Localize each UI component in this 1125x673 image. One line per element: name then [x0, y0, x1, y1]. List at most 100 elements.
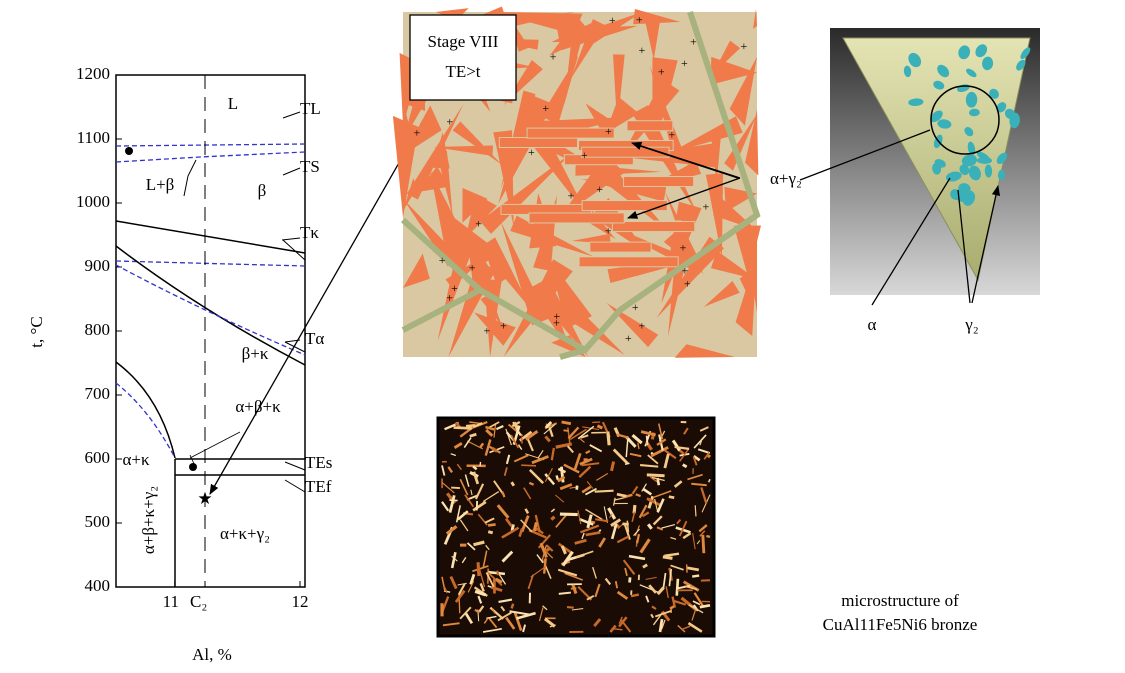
x-tick-label: 11: [163, 592, 179, 611]
alpha-label: α: [868, 315, 877, 334]
gamma-dot: +: [568, 188, 575, 202]
y-tick-label: 800: [85, 320, 111, 339]
gamma-dot: +: [609, 13, 616, 27]
gamma-dot: +: [740, 39, 747, 53]
gamma-dot: +: [581, 148, 588, 162]
micro-strand: [512, 604, 514, 609]
kappa-plate: [499, 137, 577, 147]
micro-strand: [625, 463, 630, 464]
micro-strand: [564, 430, 569, 431]
gamma-dot: +: [682, 264, 689, 278]
gamma-dot: +: [446, 114, 453, 128]
callout-label: TL: [300, 99, 321, 118]
micro-strand: [521, 465, 536, 466]
gamma-dot: +: [542, 101, 549, 115]
kappa-plate: [529, 213, 624, 223]
micro-strand: [608, 432, 609, 446]
gamma-dot: +: [681, 56, 688, 70]
micro-strand: [544, 559, 545, 573]
region-label: α+κ: [122, 450, 149, 469]
gamma-dot: +: [605, 224, 612, 238]
gamma-dot: +: [638, 43, 645, 57]
stage-line2: TE>t: [445, 62, 480, 81]
y-tick-label: 1200: [76, 64, 110, 83]
gamma-dot: +: [596, 182, 603, 196]
star: ★: [197, 489, 212, 508]
y-tick-label: 700: [85, 384, 111, 403]
callout-label: Tκ: [300, 223, 319, 242]
micro-strand: [567, 607, 574, 608]
kappa-plate: [627, 121, 673, 131]
gamma-dot: +: [625, 331, 632, 345]
y-tick-label: 400: [85, 576, 111, 595]
kappa-plate: [612, 222, 694, 232]
region-label: α+β+κ: [235, 397, 281, 416]
micro-strand: [669, 497, 674, 498]
caption-line2: CuAl11Fe5Ni6 bronze: [823, 615, 978, 634]
micro-strand: [478, 562, 479, 576]
kappa-plate: [579, 257, 678, 267]
micro-strand: [522, 438, 523, 444]
y-tick-label: 500: [85, 512, 111, 531]
micro-strand: [497, 571, 498, 575]
c2-label: C₂: [190, 592, 207, 611]
region-label: β: [258, 181, 267, 200]
micro-strand: [647, 436, 648, 445]
callout-label: TEf: [305, 477, 332, 496]
gamma-dot: +: [658, 65, 665, 79]
micro-strand: [512, 482, 514, 486]
x-tick-label: 12: [291, 592, 308, 611]
gamma-dot: +: [668, 128, 675, 142]
gamma-dot: +: [553, 316, 560, 330]
micro-strand: [559, 593, 571, 594]
micro-strand: [534, 522, 536, 530]
micro-strand: [663, 557, 673, 558]
region-label: β+κ: [242, 344, 269, 363]
callout-label: Tα: [305, 329, 324, 348]
gamma-dot: +: [684, 276, 691, 290]
micro-strand: [451, 488, 460, 489]
gamma-dot: +: [500, 319, 507, 333]
kappa-plate: [527, 128, 614, 138]
gamma-dot: +: [469, 261, 476, 275]
gamma-dot: +: [550, 50, 557, 64]
gamma-dot: +: [451, 281, 458, 295]
gamma-dot: +: [632, 300, 639, 314]
micro-strand: [595, 491, 614, 492]
gamma-dot: +: [528, 145, 535, 159]
kappa-plate: [590, 242, 651, 252]
gamma-dot: +: [636, 13, 643, 27]
gamma-dot: +: [414, 125, 421, 139]
micro-strand: [677, 579, 678, 596]
micro-strand: [700, 605, 710, 607]
micro-strand: [488, 524, 496, 525]
caption-line1: microstructure of: [841, 591, 959, 610]
micro-strand: [597, 426, 602, 428]
callout-label: TS: [300, 157, 320, 176]
micro-strand: [562, 422, 571, 424]
y-tick-label: 600: [85, 448, 111, 467]
x-axis-label: Al, %: [192, 645, 232, 664]
micro-strand: [470, 434, 477, 436]
micrograph: [438, 418, 714, 636]
region-label: L: [228, 94, 238, 113]
region-label: α+κ+γ₂: [220, 524, 270, 543]
gamma-dot: +: [483, 324, 490, 338]
micro-strand: [647, 475, 665, 476]
gamma-dot: +: [475, 216, 482, 230]
stage-line1: Stage VIII: [428, 32, 499, 51]
micro-strand: [551, 517, 554, 520]
micro-strand: [631, 595, 639, 597]
callout-label: TEs: [305, 453, 332, 472]
gamma-dot: +: [639, 318, 646, 332]
gamma-dot: +: [702, 200, 709, 214]
micro-strand: [692, 576, 699, 577]
micro-strand: [454, 428, 472, 429]
gamma-dot: +: [680, 240, 687, 254]
kappa-plate: [624, 177, 694, 187]
micro-strand: [687, 568, 699, 570]
gamma-dot: +: [605, 124, 612, 138]
kappa-plate: [582, 147, 669, 157]
